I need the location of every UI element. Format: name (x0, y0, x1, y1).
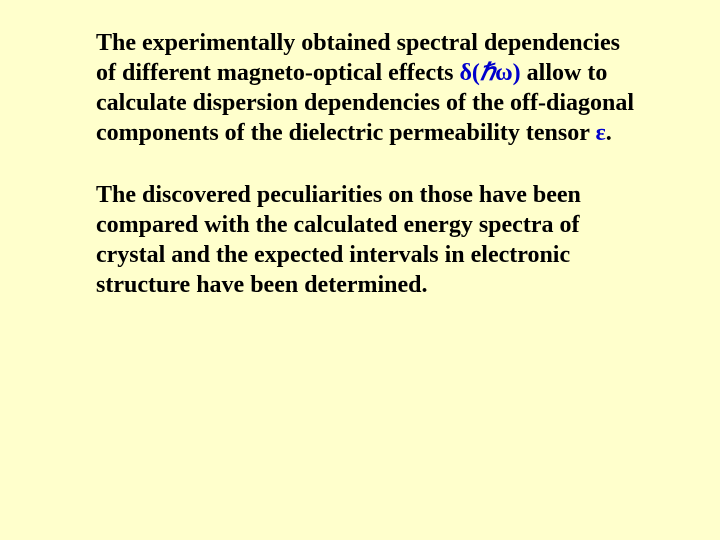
symbol-epsilon: ε (595, 120, 605, 146)
text-run: The discovered peculiarities on those ha… (96, 182, 581, 298)
symbol-hbar: ℏ (480, 60, 495, 86)
text-run: . (606, 120, 612, 146)
paragraph-1: The experimentally obtained spectral dep… (96, 28, 642, 148)
symbol-omega-close: ω) (495, 60, 521, 86)
paragraph-2: The discovered peculiarities on those ha… (96, 180, 642, 300)
slide-body: The experimentally obtained spectral dep… (0, 0, 720, 300)
symbol-delta-open: δ( (459, 60, 479, 86)
